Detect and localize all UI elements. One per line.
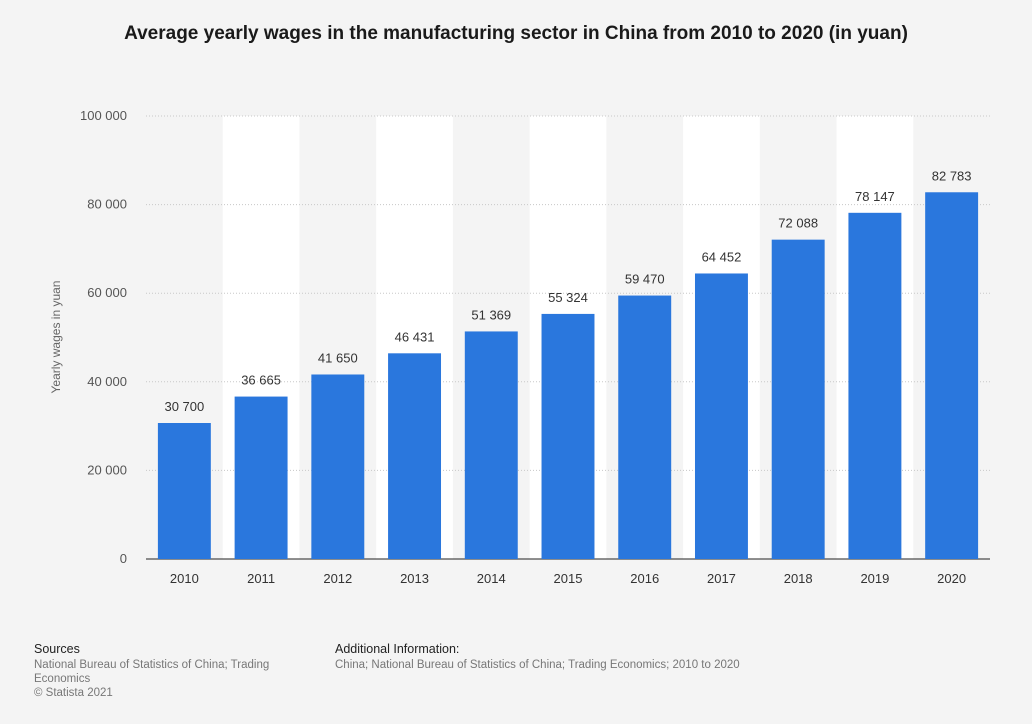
data-label: 30 700 — [164, 399, 204, 414]
additional-info-block: Additional Information: China; National … — [335, 642, 935, 672]
bar[interactable] — [771, 239, 825, 560]
y-tick-label: 20 000 — [87, 462, 127, 477]
data-label: 41 650 — [318, 350, 358, 365]
bar[interactable] — [925, 192, 979, 560]
sources-heading: Sources — [34, 642, 80, 656]
data-label: 59 470 — [625, 272, 665, 287]
x-tick-label: 2016 — [630, 571, 659, 586]
copyright-text: © Statista 2021 — [34, 687, 113, 699]
data-label: 46 431 — [395, 329, 435, 344]
bar[interactable] — [848, 212, 902, 560]
y-tick-label: 60 000 — [87, 285, 127, 300]
x-tick-label: 2015 — [554, 571, 583, 586]
y-tick-label: 100 000 — [80, 108, 127, 123]
sources-block: Sources National Bureau of Statistics of… — [34, 642, 314, 700]
y-tick-label: 40 000 — [87, 374, 127, 389]
x-tick-label: 2019 — [860, 571, 889, 586]
bar[interactable] — [311, 374, 365, 559]
chart-title: Average yearly wages in the manufacturin… — [124, 23, 908, 44]
y-tick-label: 0 — [120, 551, 127, 566]
data-label: 36 665 — [241, 373, 281, 388]
x-tick-label: 2017 — [707, 571, 736, 586]
bar[interactable] — [388, 353, 442, 559]
bar-chart: 0 20 000 40 000 60 000 80 000 100 000 30 700 3… — [49, 108, 990, 586]
bar[interactable] — [694, 273, 748, 559]
bar[interactable] — [157, 422, 211, 559]
x-tick-label: 2012 — [323, 571, 352, 586]
additional-info-text: China; National Bureau of Statistics of … — [335, 659, 740, 671]
x-tick-label: 2013 — [400, 571, 429, 586]
x-tick-label: 2014 — [477, 571, 506, 586]
x-tick-label: 2018 — [784, 571, 813, 586]
data-label: 82 783 — [932, 168, 972, 183]
x-tick-label: 2020 — [937, 571, 966, 586]
x-tick-label: 2011 — [247, 571, 275, 586]
sources-text: National Bureau of Statistics of China; … — [34, 659, 270, 685]
data-label: 78 147 — [855, 189, 895, 204]
bar[interactable] — [618, 295, 672, 559]
bar[interactable] — [464, 331, 518, 559]
bar[interactable] — [234, 396, 288, 559]
x-tick-label: 2010 — [170, 571, 199, 586]
data-label: 64 452 — [702, 249, 742, 264]
y-axis-label: Yearly wages in yuan — [49, 281, 63, 394]
data-label: 51 369 — [471, 307, 511, 322]
data-label: 72 088 — [778, 216, 818, 231]
data-label: 55 324 — [548, 290, 588, 305]
y-tick-label: 80 000 — [87, 197, 127, 212]
bar[interactable] — [541, 313, 595, 559]
additional-info-heading: Additional Information: — [335, 642, 460, 656]
